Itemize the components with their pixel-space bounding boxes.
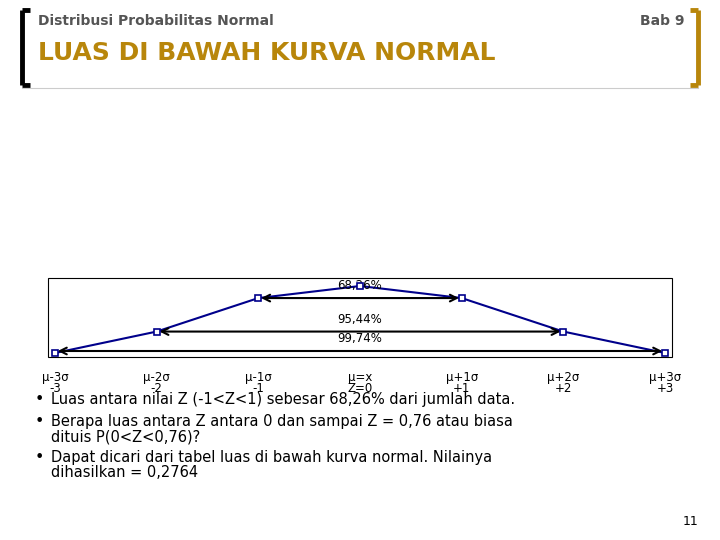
Text: μ-2σ: μ-2σ	[143, 371, 170, 384]
Text: 99,74%: 99,74%	[338, 332, 382, 345]
Text: •: •	[35, 392, 45, 407]
Text: 95,44%: 95,44%	[338, 313, 382, 326]
Text: μ+2σ: μ+2σ	[547, 371, 580, 384]
Text: •: •	[35, 414, 45, 429]
Text: μ-3σ: μ-3σ	[42, 371, 68, 384]
Text: μ-1σ: μ-1σ	[245, 371, 271, 384]
Text: 68,26%: 68,26%	[338, 279, 382, 292]
Text: •: •	[35, 450, 45, 465]
Text: -3: -3	[49, 382, 61, 395]
Text: Luas antara nilai Z (-1<Z<1) sebesar 68,26% dari jumlah data.: Luas antara nilai Z (-1<Z<1) sebesar 68,…	[51, 392, 515, 407]
Text: dituis P(0<Z<0,76)?: dituis P(0<Z<0,76)?	[51, 429, 200, 444]
Text: +3: +3	[657, 382, 674, 395]
Text: 11: 11	[683, 515, 698, 528]
Text: Berapa luas antara Z antara 0 dan sampai Z = 0,76 atau biasa: Berapa luas antara Z antara 0 dan sampai…	[51, 414, 513, 429]
Text: Distribusi Probabilitas Normal: Distribusi Probabilitas Normal	[38, 14, 274, 28]
Text: +2: +2	[554, 382, 572, 395]
Text: μ=x: μ=x	[348, 371, 372, 384]
Text: Bab 9: Bab 9	[641, 14, 685, 28]
Text: Dapat dicari dari tabel luas di bawah kurva normal. Nilainya: Dapat dicari dari tabel luas di bawah ku…	[51, 450, 492, 465]
Text: Z=0: Z=0	[347, 382, 373, 395]
Text: dihasilkan = 0,2764: dihasilkan = 0,2764	[51, 465, 198, 480]
Text: μ+3σ: μ+3σ	[649, 371, 681, 384]
Bar	[48, 278, 672, 357]
Text: μ+1σ: μ+1σ	[446, 371, 478, 384]
Text: +1: +1	[453, 382, 470, 395]
Text: -2: -2	[150, 382, 163, 395]
Text: -1: -1	[253, 382, 264, 395]
Text: LUAS DI BAWAH KURVA NORMAL: LUAS DI BAWAH KURVA NORMAL	[38, 41, 495, 65]
